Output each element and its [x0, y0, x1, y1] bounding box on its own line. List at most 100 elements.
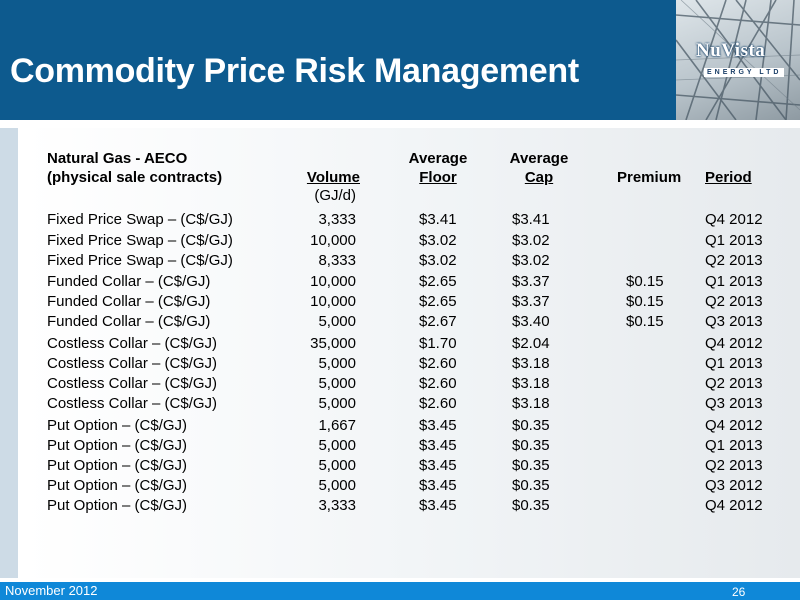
logo-subtitle: ENERGY LTD	[704, 68, 785, 77]
cell-cap: $3.40	[512, 313, 550, 330]
header-cap-line1: Average	[509, 150, 569, 167]
cell-floor: $2.65	[419, 293, 457, 310]
footer-date: November 2012	[5, 583, 98, 598]
cell-cap: $0.35	[512, 477, 550, 494]
cell-label: Put Option – (C$/GJ)	[47, 497, 188, 514]
left-accent-strip	[0, 128, 18, 578]
cell-volume: 3,333	[318, 497, 356, 514]
cell-period: Q1 2013	[705, 273, 763, 290]
cell-floor: $2.67	[419, 313, 457, 330]
header-floor-line2: Floor	[419, 169, 457, 186]
cell-period: Q3 2012	[705, 477, 763, 494]
header-volume: Volume	[306, 169, 360, 186]
cell-cap: $0.35	[512, 497, 550, 514]
cell-volume: 5,000	[318, 395, 356, 412]
cell-label: Funded Collar – (C$/GJ)	[47, 313, 211, 330]
cell-cap: $3.18	[512, 375, 550, 392]
cell-premium: $0.15	[626, 273, 664, 290]
cell-floor: $2.60	[419, 375, 457, 392]
cell-floor: $3.45	[419, 477, 457, 494]
cell-cap: $3.37	[512, 293, 550, 310]
cell-period: Q4 2012	[705, 497, 763, 514]
cell-cap: $2.04	[512, 335, 550, 352]
content-panel	[25, 128, 800, 578]
cell-label: Funded Collar – (C$/GJ)	[47, 293, 211, 310]
cell-label: Put Option – (C$/GJ)	[47, 437, 188, 454]
cell-volume: 35,000	[310, 335, 356, 352]
footer-bar: November 2012 26	[0, 582, 800, 600]
cell-cap: $0.35	[512, 457, 550, 474]
cell-label: Fixed Price Swap – (C$/GJ)	[47, 252, 233, 269]
header-floor-line1: Average	[408, 150, 468, 167]
cell-volume: 10,000	[310, 273, 356, 290]
cell-period: Q1 2013	[705, 232, 763, 249]
cell-volume: 10,000	[310, 232, 356, 249]
cell-premium: $0.15	[626, 313, 664, 330]
cell-cap: $3.02	[512, 232, 550, 249]
header-volume-unit: (GJ/d)	[314, 187, 356, 204]
header-period: Period	[705, 169, 752, 186]
cell-label: Fixed Price Swap – (C$/GJ)	[47, 232, 233, 249]
cell-floor: $2.60	[419, 355, 457, 372]
cell-floor: $3.45	[419, 437, 457, 454]
cell-label: Funded Collar – (C$/GJ)	[47, 273, 211, 290]
cell-period: Q4 2012	[705, 417, 763, 434]
header-label-line2: (physical sale contracts)	[47, 169, 223, 186]
cell-volume: 5,000	[318, 477, 356, 494]
company-logo: NuVista ENERGY LTD	[682, 34, 794, 90]
cell-period: Q2 2013	[705, 252, 763, 269]
cell-volume: 3,333	[318, 211, 356, 228]
cell-volume: 5,000	[318, 437, 356, 454]
cell-period: Q2 2013	[705, 375, 763, 392]
cell-label: Costless Collar – (C$/GJ)	[47, 355, 218, 372]
cell-volume: 1,667	[318, 417, 356, 434]
cell-floor: $3.02	[419, 232, 457, 249]
cell-volume: 10,000	[310, 293, 356, 310]
cell-floor: $2.65	[419, 273, 457, 290]
cell-volume: 5,000	[318, 375, 356, 392]
header-cap-line2: Cap	[524, 169, 554, 186]
title-banner	[0, 0, 800, 120]
cell-volume: 5,000	[318, 457, 356, 474]
header-premium: Premium	[617, 169, 682, 186]
page-number: 26	[732, 585, 746, 599]
cell-cap: $0.35	[512, 437, 550, 454]
cell-floor: $3.41	[419, 211, 457, 228]
cell-volume: 5,000	[318, 313, 356, 330]
header-photo	[676, 0, 800, 120]
cell-label: Put Option – (C$/GJ)	[47, 417, 188, 434]
cell-cap: $0.35	[512, 417, 550, 434]
cell-period: Q4 2012	[705, 211, 763, 228]
cell-cap: $3.02	[512, 252, 550, 269]
cell-floor: $1.70	[419, 335, 457, 352]
cell-cap: $3.37	[512, 273, 550, 290]
cell-floor: $3.45	[419, 417, 457, 434]
cell-period: Q1 2013	[705, 437, 763, 454]
cell-floor: $3.45	[419, 457, 457, 474]
cell-period: Q2 2013	[705, 293, 763, 310]
cell-label: Put Option – (C$/GJ)	[47, 457, 188, 474]
cell-period: Q4 2012	[705, 335, 763, 352]
cell-label: Put Option – (C$/GJ)	[47, 477, 188, 494]
cell-period: Q1 2013	[705, 355, 763, 372]
cell-label: Costless Collar – (C$/GJ)	[47, 395, 218, 412]
cell-period: Q3 2013	[705, 395, 763, 412]
header-label-line1: Natural Gas - AECO	[47, 150, 188, 167]
tower-structure-icon	[676, 0, 800, 120]
cell-premium: $0.15	[626, 293, 664, 310]
cell-label: Costless Collar – (C$/GJ)	[47, 335, 218, 352]
slide-title: Commodity Price Risk Management	[10, 52, 579, 90]
cell-label: Fixed Price Swap – (C$/GJ)	[47, 211, 233, 228]
cell-cap: $3.18	[512, 355, 550, 372]
cell-period: Q3 2013	[705, 313, 763, 330]
cell-volume: 8,333	[318, 252, 356, 269]
cell-floor: $3.45	[419, 497, 457, 514]
cell-label: Costless Collar – (C$/GJ)	[47, 375, 218, 392]
logo-wordmark: NuVista	[696, 40, 766, 61]
cell-floor: $3.02	[419, 252, 457, 269]
cell-cap: $3.41	[512, 211, 550, 228]
cell-floor: $2.60	[419, 395, 457, 412]
cell-volume: 5,000	[318, 355, 356, 372]
cell-cap: $3.18	[512, 395, 550, 412]
cell-period: Q2 2013	[705, 457, 763, 474]
